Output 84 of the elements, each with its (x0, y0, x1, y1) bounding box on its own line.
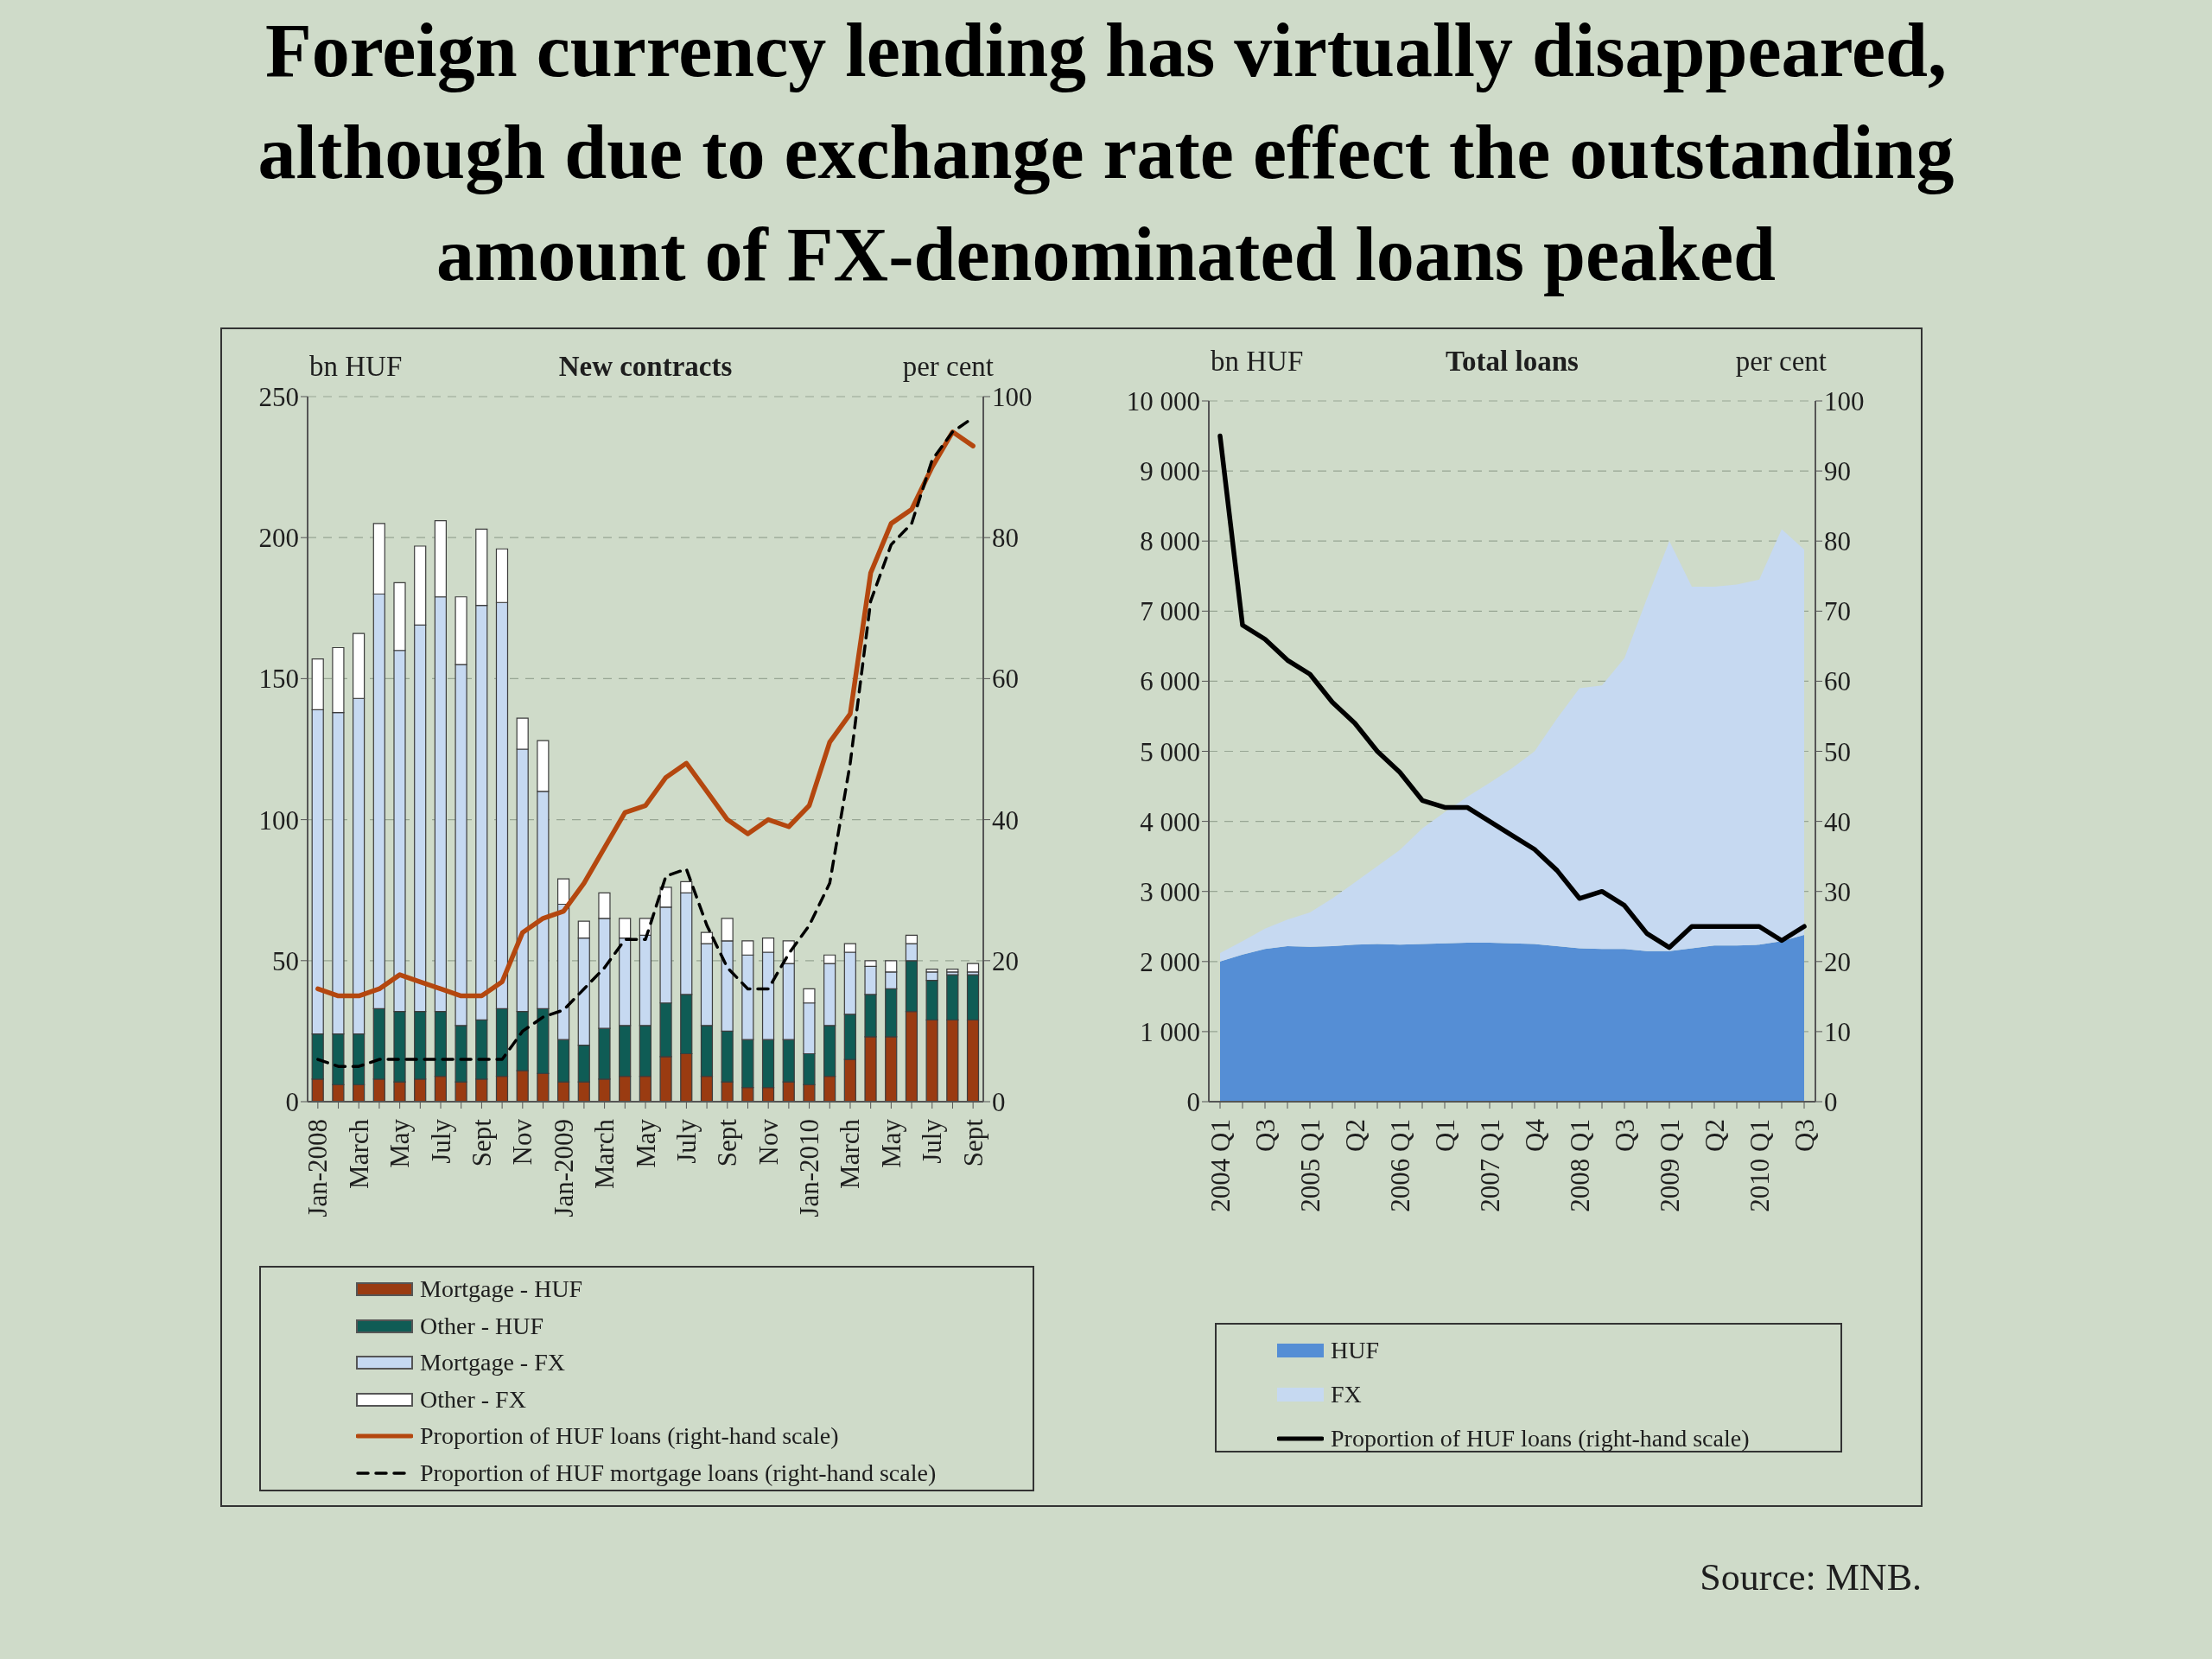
chart-subtitle: Total loans (1446, 346, 1579, 377)
bar (946, 968, 959, 973)
y2-tick-label: 50 (1824, 736, 1851, 767)
x-tick-label: Sept (712, 1118, 743, 1167)
x-tick-label: March (343, 1118, 374, 1189)
y2-tick-label: 40 (992, 804, 1019, 836)
y-tick-label: 250 (258, 382, 299, 413)
y-axis-title: bn HUF (1211, 345, 1304, 378)
y-tick-label: 10 000 (1126, 386, 1200, 417)
x-tick-label: 2007 Q1 (1474, 1119, 1505, 1212)
y2-axis-title: per cent (902, 350, 994, 384)
x-tick-label: Q2 (1339, 1119, 1370, 1152)
y-tick-label: 1 000 (1140, 1016, 1200, 1047)
x-tick-label: Q3 (1789, 1119, 1820, 1152)
y2-tick-label: 80 (1824, 526, 1851, 557)
x-tick-label: 2009 Q1 (1654, 1119, 1685, 1212)
x-tick-label: July (425, 1118, 456, 1164)
y-tick-label: 4 000 (1140, 806, 1200, 837)
x-tick-label: July (671, 1118, 702, 1164)
bar (966, 963, 980, 973)
x-tick-label: Q3 (1609, 1119, 1640, 1152)
y2-tick-label: 0 (1824, 1087, 1838, 1118)
y2-tick-label: 20 (1824, 946, 1851, 977)
y-tick-label: 2 000 (1140, 946, 1200, 977)
y2-tick-label: 40 (1824, 806, 1851, 837)
x-tick-label: 2008 Q1 (1564, 1119, 1595, 1212)
chart-subtitle: New contracts (558, 351, 733, 382)
chart-title: Foreign currency lending has virtually disappeared, although due to exchange rate effect the outstanding amount of FX-denominated loans peaked (257, 8, 1955, 298)
x-tick-label: 2006 Q1 (1384, 1119, 1415, 1212)
y-tick-label: 200 (258, 523, 299, 554)
legend-label: Other - HUF (420, 1312, 544, 1340)
y2-tick-label: 60 (1824, 666, 1851, 697)
y2-tick-label: 80 (992, 523, 1019, 554)
x-tick-label: May (630, 1118, 661, 1168)
legend-label: Proportion of HUF loans (right-hand scale) (1331, 1424, 1750, 1452)
x-tick-label: July (917, 1118, 948, 1164)
y-tick-label: 5 000 (1140, 736, 1200, 767)
y-tick-label: 100 (258, 804, 299, 836)
y-tick-label: 150 (258, 664, 299, 695)
x-tick-label: May (875, 1118, 906, 1168)
x-tick-label: Jan-2009 (548, 1119, 579, 1217)
y2-tick-label: 30 (1824, 876, 1851, 907)
y-tick-label: 6 000 (1140, 666, 1200, 697)
x-tick-label: 2005 Q1 (1294, 1119, 1325, 1212)
y-axis-title: bn HUF (309, 350, 403, 384)
x-tick-label: Q1 (1429, 1119, 1460, 1152)
y2-tick-label: 10 (1824, 1016, 1851, 1047)
x-tick-label: Nov (507, 1118, 538, 1166)
y2-tick-label: 100 (1824, 386, 1865, 417)
x-tick-label: May (385, 1118, 416, 1168)
y-tick-label: 0 (1186, 1087, 1200, 1118)
y2-axis-title: per cent (1735, 345, 1827, 378)
legend-label: Mortgage - FX (420, 1349, 565, 1377)
y-tick-label: 8 000 (1140, 526, 1200, 557)
legend-label: Other - FX (420, 1385, 526, 1414)
x-tick-label: Sept (957, 1118, 988, 1167)
x-tick-label: Nov (753, 1118, 784, 1166)
legend-label: FX (1331, 1380, 1362, 1408)
x-tick-label: Jan-2008 (302, 1119, 334, 1217)
source-note: Source: MNB. (1700, 1555, 1922, 1599)
legend-label: Proportion of HUF mortgage loans (right-hand scale) (420, 1459, 937, 1487)
x-tick-label: 2010 Q1 (1744, 1119, 1775, 1212)
y-tick-label: 3 000 (1140, 876, 1200, 907)
x-tick-label: Jan-2010 (794, 1119, 825, 1217)
legend-label: Mortgage - HUF (420, 1275, 583, 1304)
y-tick-label: 50 (272, 945, 299, 976)
y2-tick-label: 60 (992, 664, 1019, 695)
y2-tick-label: 20 (992, 945, 1019, 976)
x-tick-label: March (835, 1118, 866, 1189)
x-tick-label: Q4 (1519, 1118, 1550, 1152)
x-tick-label: Q3 (1249, 1119, 1281, 1152)
y-tick-label: 0 (285, 1087, 299, 1118)
x-tick-label: March (589, 1118, 620, 1189)
y2-tick-label: 0 (992, 1087, 1006, 1118)
x-tick-label: Sept (466, 1118, 497, 1167)
y2-tick-label: 70 (1824, 596, 1851, 627)
y2-tick-label: 100 (992, 382, 1033, 413)
y-tick-label: 9 000 (1140, 456, 1200, 487)
y2-tick-label: 90 (1824, 456, 1851, 487)
x-tick-label: 2004 Q1 (1205, 1119, 1236, 1212)
legend-label: Proportion of HUF loans (right-hand scale) (420, 1422, 839, 1451)
y-tick-label: 7 000 (1140, 596, 1200, 627)
x-tick-label: Q2 (1699, 1119, 1730, 1152)
legend-label: HUF (1331, 1336, 1380, 1364)
